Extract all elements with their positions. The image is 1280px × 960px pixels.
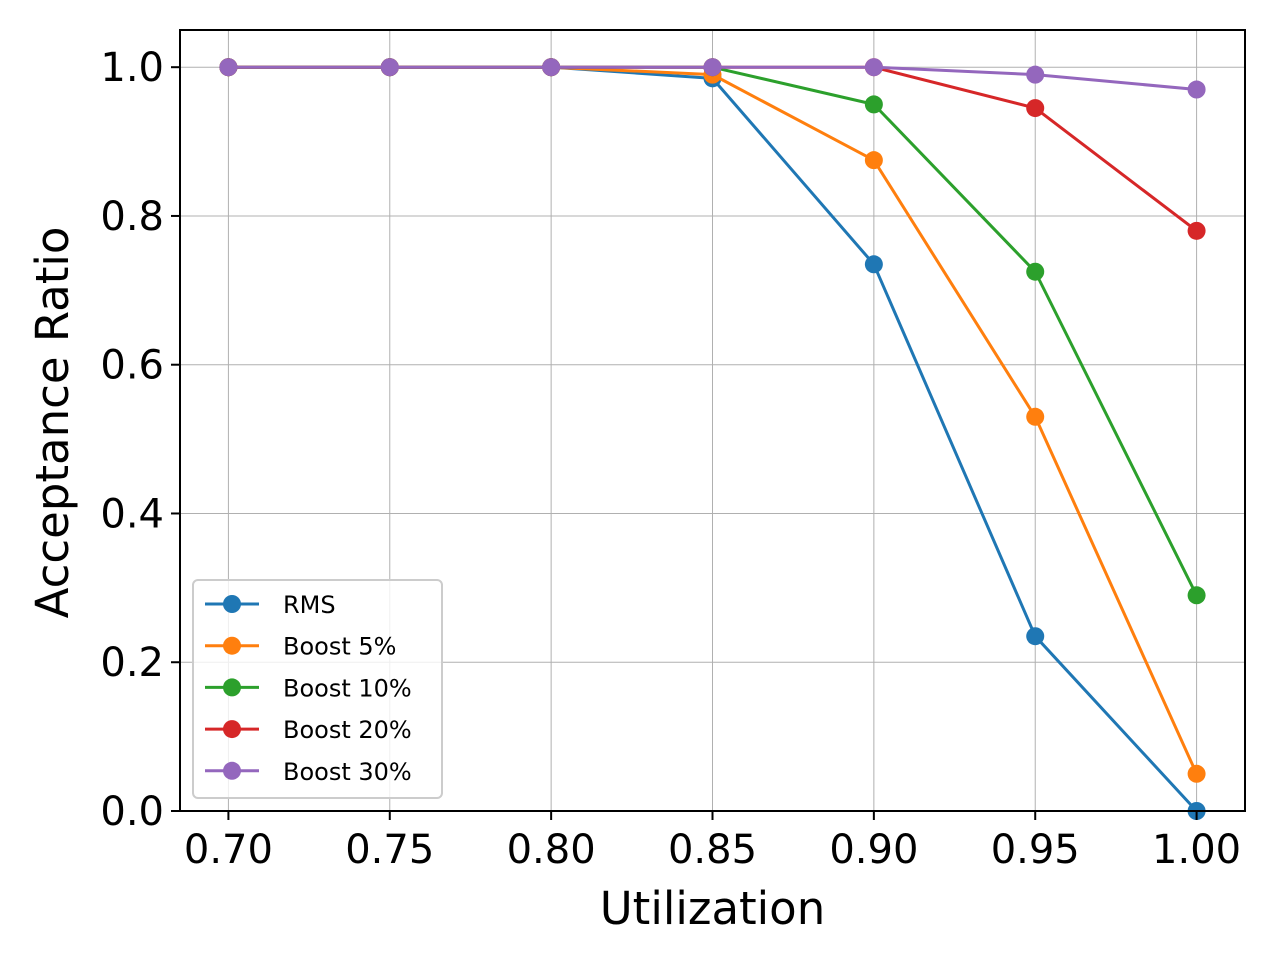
legend-marker [223,595,241,613]
y-tick-label: 0.8 [100,194,164,240]
y-tick-label: 1.0 [100,45,164,91]
legend-entry: Boost 5% [205,633,396,661]
legend-entry: Boost 30% [205,758,412,786]
legend-box [192,579,443,799]
data-point [542,58,561,77]
data-point [1026,65,1045,84]
data-point [1187,80,1206,99]
data-point [703,58,722,77]
data-point [864,151,883,170]
y-tick-label: 0.2 [100,640,164,686]
data-point [1026,407,1045,426]
legend-marker [223,720,241,739]
legend-label: Boost 5% [283,633,396,661]
data-point [864,95,883,114]
legend-label: Boost 30% [283,758,412,786]
legend-label: RMS [283,591,336,619]
data-point [1187,764,1206,783]
x-axis-label: Utilization [600,882,825,935]
x-tick-label: 0.80 [507,827,596,873]
legend-marker [223,636,241,655]
data-point [1187,221,1206,240]
data-point [1026,99,1045,118]
x-tick-label: 0.90 [829,827,918,873]
x-tick-label: 1.00 [1152,827,1241,873]
axis-ticks: 0.70 0.75 0.80 0.85 0.90 0.95 1.00 0.0 0.2 0.4 0.6… [100,45,1241,873]
y-tick-label: 0.6 [100,343,164,389]
data-point [1026,262,1045,281]
data-point [864,58,883,77]
legend-label: Boost 10% [283,674,412,702]
series-4 [219,58,1206,99]
x-tick-label: 0.85 [668,827,757,873]
data-point [380,58,399,77]
legend-marker [223,678,241,697]
series-lines [219,58,1206,820]
legend: RMS Boost 5% Boost 10% Boost 20% Boost 30% [192,579,443,799]
data-point [1187,586,1206,605]
legend-entry: RMS [205,591,336,619]
legend-entry: Boost 20% [205,716,412,744]
x-tick-label: 0.75 [345,827,434,873]
legend-marker [223,761,241,780]
y-axis-label: Acceptance Ratio [26,227,79,619]
y-tick-label: 0.0 [100,789,164,835]
legend-label: Boost 20% [283,716,412,744]
x-tick-label: 0.70 [184,827,273,873]
legend-entry: Boost 10% [205,674,412,702]
data-point [864,255,883,274]
x-tick-label: 0.95 [991,827,1080,873]
data-point [219,58,238,77]
data-point [1026,627,1045,646]
y-tick-label: 0.4 [100,491,164,537]
